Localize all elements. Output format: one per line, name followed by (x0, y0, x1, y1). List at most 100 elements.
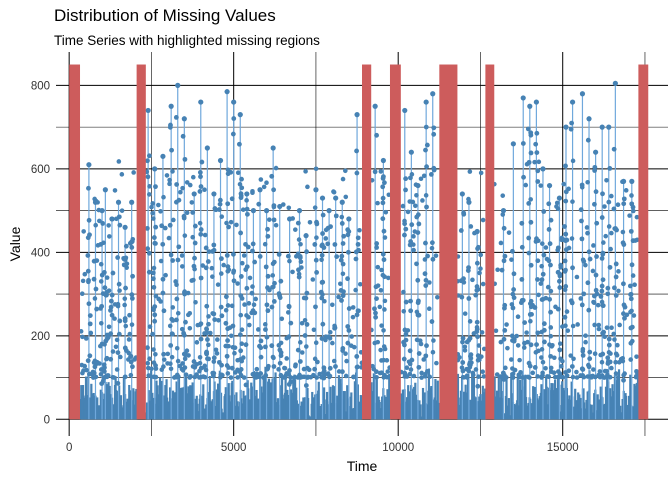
series-point (370, 363, 375, 369)
series-point (380, 251, 386, 257)
series-point (502, 327, 508, 333)
series-point (212, 317, 218, 323)
series-point (197, 170, 203, 175)
series-point (232, 350, 237, 356)
series-point (235, 375, 240, 380)
series-point (276, 367, 281, 372)
series-point (244, 285, 250, 291)
series-point (538, 183, 544, 188)
series-point (403, 176, 409, 182)
series-point (431, 165, 437, 171)
series-point (104, 356, 109, 362)
series-point (98, 306, 103, 311)
series-point (239, 185, 245, 191)
series-point (517, 357, 522, 363)
series-point (602, 334, 608, 340)
series-point (249, 310, 254, 316)
series-point (401, 356, 407, 362)
peak-point (520, 95, 526, 101)
series-point (339, 214, 345, 220)
peak-point (270, 145, 276, 151)
series-point (402, 374, 408, 379)
series-point (511, 271, 517, 277)
series-point (265, 233, 271, 239)
series-point (223, 307, 229, 313)
series-point (585, 179, 590, 185)
series-point (101, 270, 107, 275)
series-point (206, 342, 211, 348)
series-point (320, 321, 326, 327)
series-point (182, 233, 188, 238)
series-point (403, 187, 408, 193)
series-point (340, 348, 345, 353)
series-point (556, 278, 562, 284)
series-point (563, 284, 569, 289)
series-point (243, 241, 248, 247)
series-point (206, 356, 211, 362)
series-point (411, 234, 416, 239)
series-point (416, 221, 422, 227)
series-point (161, 194, 166, 200)
series-point (599, 288, 605, 294)
series-point (213, 207, 219, 213)
series-point (304, 344, 309, 349)
series-point (92, 296, 98, 301)
series-point (545, 284, 551, 290)
series-point (609, 230, 614, 236)
y-tick-label: 400 (31, 247, 50, 259)
series-point (149, 204, 154, 210)
series-point (589, 373, 595, 379)
series-point (124, 261, 130, 266)
series-point (198, 227, 204, 232)
series-point (609, 365, 614, 371)
series-point (150, 210, 155, 216)
peak-point (231, 99, 237, 105)
y-axis-title: Value (7, 226, 23, 261)
series-point (175, 372, 180, 378)
series-point (596, 322, 602, 328)
series-point (174, 317, 179, 323)
series-point (630, 208, 636, 214)
series-point (264, 334, 270, 340)
series-point (319, 375, 324, 380)
series-point (312, 356, 318, 362)
series-point (110, 216, 115, 222)
series-point (84, 367, 89, 373)
series-point (602, 368, 608, 374)
series-point (468, 224, 474, 229)
peak-point (102, 187, 108, 193)
series-point (151, 265, 157, 271)
peak-point (593, 149, 599, 155)
series-point (407, 348, 413, 354)
series-point (152, 318, 158, 324)
series-point (204, 349, 209, 355)
peak-point (115, 199, 122, 205)
series-point (611, 206, 617, 212)
series-point (235, 170, 241, 176)
series-point (243, 342, 249, 348)
series-point (178, 189, 183, 195)
series-point (343, 373, 349, 379)
series-point (427, 374, 432, 380)
series-point (214, 351, 220, 356)
series-point (168, 366, 174, 372)
series-point (579, 184, 585, 190)
series-point (424, 142, 430, 148)
series-point (117, 318, 123, 324)
series-point (461, 375, 467, 380)
series-point (321, 245, 327, 250)
series-point (192, 266, 197, 272)
series-point (560, 324, 565, 329)
series-point (206, 321, 211, 327)
series-point (211, 373, 216, 379)
series-point (80, 334, 85, 340)
series-point (146, 153, 152, 159)
series-point (258, 354, 264, 360)
series-point (104, 336, 110, 342)
series-point (83, 336, 89, 341)
series-point (127, 331, 133, 337)
series-point (462, 348, 468, 353)
series-point (282, 366, 288, 371)
series-point (526, 250, 532, 256)
series-point (314, 270, 320, 275)
